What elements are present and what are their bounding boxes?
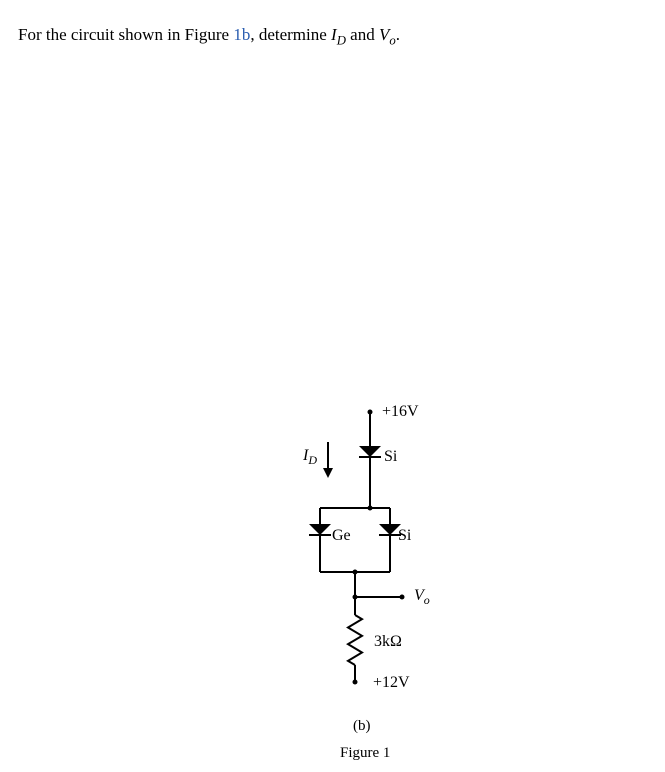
label-diode-right: Si [398, 527, 411, 545]
label-top-voltage: +16V [382, 403, 419, 421]
figure-ref: 1b [233, 25, 250, 44]
prompt-end: . [396, 25, 400, 44]
label-vo: Vo [414, 587, 430, 608]
label-diode-top: Si [384, 448, 397, 466]
id-sub: D [337, 33, 346, 47]
prompt-mid: , determine [250, 25, 331, 44]
prompt-and: and [346, 25, 379, 44]
label-bot-voltage: +12V [373, 674, 410, 692]
problem-prompt: For the circuit shown in Figure 1b, dete… [18, 25, 400, 48]
prompt-pre: For the circuit shown in Figure [18, 25, 233, 44]
caption-subfig: (b) [353, 718, 371, 735]
label-diode-left: Ge [332, 527, 351, 545]
label-resistor: 3kΩ [374, 633, 402, 651]
vo-sym: V [379, 25, 389, 44]
caption-figure: Figure 1 [340, 745, 390, 762]
label-id: ID [303, 447, 317, 468]
